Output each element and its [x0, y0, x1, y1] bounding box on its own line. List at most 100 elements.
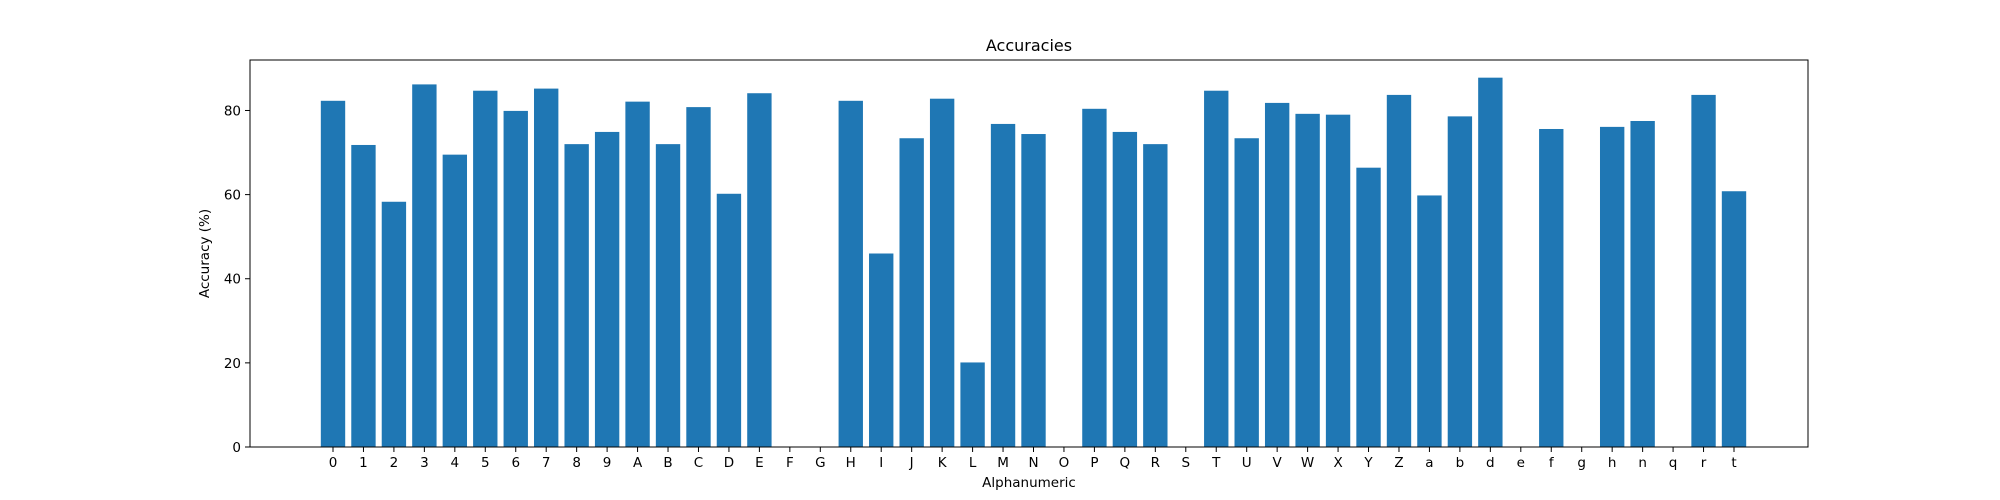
bar-R: [1143, 144, 1168, 447]
bar-U: [1234, 138, 1259, 448]
bar-B: [655, 144, 681, 447]
x-tick-label: Y: [1363, 455, 1373, 471]
bar-M: [990, 123, 1016, 447]
x-tick-label: J: [909, 455, 914, 471]
bar-E: [747, 93, 772, 447]
bar-Q: [1112, 131, 1138, 447]
x-tick-label: G: [815, 455, 825, 471]
x-tick-label: I: [879, 455, 883, 471]
x-tick-label: C: [694, 455, 703, 471]
bar-J: [899, 138, 924, 448]
bar-N: [1021, 134, 1046, 447]
x-tick-label: N: [1028, 455, 1038, 471]
x-tick-label: V: [1273, 455, 1283, 471]
x-tick-label: L: [969, 455, 977, 471]
bar-h: [1599, 126, 1625, 447]
x-tick-label: 8: [572, 455, 581, 471]
x-tick-label: h: [1608, 455, 1617, 471]
x-tick-label: S: [1181, 455, 1190, 471]
x-tick-label: 9: [603, 455, 612, 471]
x-tick-label: t: [1731, 455, 1736, 471]
plot-frame: [249, 59, 1809, 448]
x-tick-label: O: [1059, 455, 1070, 471]
x-axis-label: Alphanumeric: [982, 475, 1076, 491]
x-tick-label: 4: [451, 455, 460, 471]
bar-3: [412, 84, 437, 448]
bar-b: [1447, 116, 1473, 448]
bar-7: [534, 88, 559, 447]
y-tick-label: 80: [224, 103, 241, 119]
x-tick-label: q: [1669, 455, 1678, 471]
y-tick-label: 0: [232, 440, 241, 456]
y-tick-label: 40: [224, 272, 241, 288]
x-tick-label: g: [1577, 455, 1586, 471]
x-tick-label: 1: [359, 455, 368, 471]
bar-L: [960, 362, 985, 447]
bar-t: [1721, 191, 1747, 447]
bar-n: [1630, 120, 1655, 448]
bar-9: [594, 131, 620, 447]
x-tick-label: Q: [1120, 455, 1131, 471]
y-axis-label: Accuracy (%): [197, 209, 213, 298]
bar-X: [1325, 114, 1351, 448]
x-tick-label: 3: [420, 455, 429, 471]
bar-r: [1691, 94, 1716, 447]
x-tick-label: R: [1151, 455, 1160, 471]
chart-title: Accuracies: [986, 36, 1072, 55]
x-tick-label: A: [633, 455, 643, 471]
bar-1: [351, 144, 376, 447]
bar-5: [473, 90, 498, 448]
x-tick-label: 2: [390, 455, 399, 471]
x-tick-label: X: [1333, 455, 1342, 471]
x-tick-label: e: [1517, 455, 1525, 471]
x-tick-label: P: [1090, 455, 1098, 471]
x-tick-label: F: [786, 455, 794, 471]
bar-8: [564, 144, 589, 447]
bar-A: [625, 101, 650, 447]
x-tick-label: b: [1456, 455, 1465, 471]
bar-d: [1478, 77, 1503, 448]
x-tick-label: H: [846, 455, 856, 471]
x-tick-label: n: [1638, 455, 1647, 471]
bar-I: [869, 253, 894, 447]
bar-0: [320, 100, 346, 448]
x-tick-label: 0: [329, 455, 338, 471]
bar-W: [1295, 113, 1320, 447]
bar-P: [1082, 108, 1107, 448]
x-tick-label: 7: [542, 455, 551, 471]
bar-V: [1264, 102, 1290, 447]
bar-K: [929, 98, 955, 447]
y-tick-label: 20: [224, 356, 241, 372]
y-tick-label: 60: [224, 188, 241, 204]
x-tick-label: f: [1549, 455, 1555, 471]
x-tick-label: K: [938, 455, 948, 471]
x-tick-label: W: [1301, 455, 1314, 471]
bar-4: [442, 154, 468, 447]
bar-6: [503, 110, 528, 448]
x-tick-label: B: [663, 455, 672, 471]
x-tick-label: M: [997, 455, 1009, 471]
bars-group: [320, 77, 1747, 448]
bar-a: [1417, 195, 1442, 447]
bar-T: [1204, 90, 1229, 448]
bar-Y: [1356, 167, 1381, 447]
bar-H: [838, 100, 863, 448]
y-axis-ticks: 0 20 40 60 80: [224, 103, 250, 456]
x-tick-label: Z: [1394, 455, 1403, 471]
x-tick-label: D: [724, 455, 734, 471]
x-tick-label: d: [1486, 455, 1495, 471]
x-tick-label: T: [1211, 455, 1221, 471]
x-tick-label: 6: [511, 455, 520, 471]
x-tick-label: r: [1701, 455, 1707, 471]
bar-f: [1539, 128, 1564, 448]
x-tick-label: 5: [481, 455, 490, 471]
bar-C: [686, 107, 711, 448]
bar-2: [381, 201, 407, 447]
bar-D: [716, 193, 742, 447]
x-tick-label: a: [1425, 455, 1433, 471]
x-tick-label: E: [755, 455, 764, 471]
x-tick-label: U: [1242, 455, 1252, 471]
bar-Z: [1386, 94, 1412, 447]
